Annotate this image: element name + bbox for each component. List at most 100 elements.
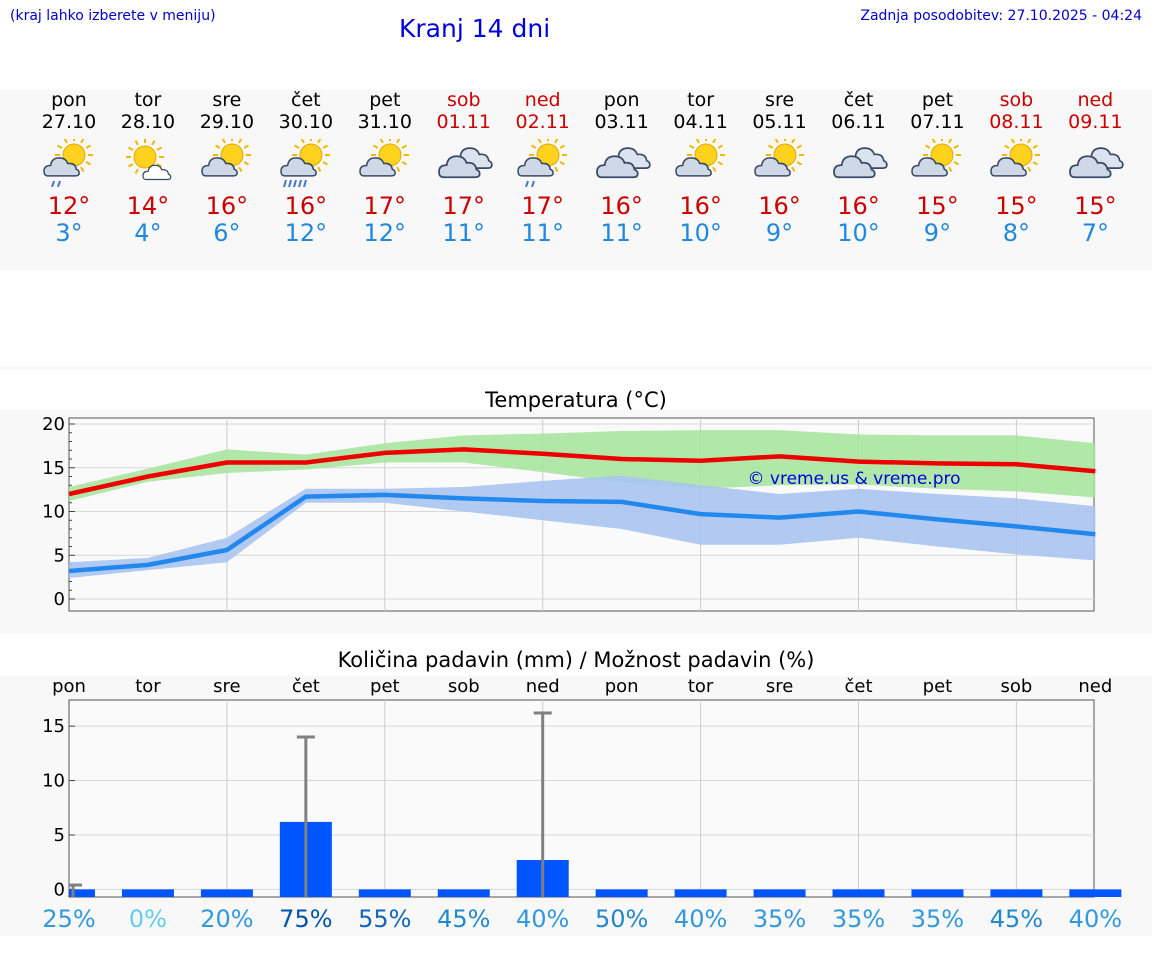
precipitation-bar xyxy=(832,889,885,897)
day-date: 29.10 xyxy=(199,111,255,133)
x-category-label: sob xyxy=(1000,676,1032,697)
day-date: 07.11 xyxy=(910,111,965,133)
precipitation-bar xyxy=(911,889,964,897)
cloudy-icon xyxy=(1069,147,1125,179)
day-forecast: tor 28.10 14° 4° xyxy=(108,89,188,247)
precipitation-bar xyxy=(121,889,174,897)
day-name: sre xyxy=(212,89,242,111)
precipitation-bar xyxy=(753,889,806,897)
day-name: čet xyxy=(843,89,874,111)
sun-cloud-icon xyxy=(359,139,409,177)
sun-cloud-icon xyxy=(201,139,251,177)
max-temperature: 17° xyxy=(442,192,486,220)
x-category-label: sre xyxy=(213,676,240,697)
x-category-label: pon xyxy=(52,676,86,697)
day-date: 30.10 xyxy=(278,111,334,133)
day-name: ned xyxy=(524,89,561,111)
location-hint: (kraj lahko izberete v meniju) xyxy=(10,8,216,24)
precipitation-bar xyxy=(437,889,490,897)
day-forecast: pon 03.11 16° 11° xyxy=(582,89,662,247)
min-temperature-line xyxy=(68,492,1096,574)
max-temperature: 16° xyxy=(600,192,643,220)
precipitation-chance: 35% xyxy=(911,905,964,933)
precipitation-chance: 20% xyxy=(200,905,253,933)
day-date: 27.10 xyxy=(41,111,97,133)
precipitation-bar xyxy=(69,889,95,897)
x-category-label: ned xyxy=(1078,676,1112,697)
x-category-label: pet xyxy=(923,676,953,697)
y-tick-label: 0 xyxy=(54,879,65,900)
sun-cloud-rain-icon xyxy=(516,139,567,187)
day-forecast: sob 08.11 15° 8° xyxy=(976,89,1056,247)
precipitation-chance: 35% xyxy=(832,905,885,933)
sun-cloud-icon xyxy=(911,139,962,177)
day-forecast: ned 02.11 17° 11° xyxy=(503,89,583,247)
y-tick-label: 0 xyxy=(54,589,65,610)
min-temperature: 11° xyxy=(600,219,643,247)
day-date: 09.11 xyxy=(1068,111,1123,133)
precipitation-chance: 45% xyxy=(990,905,1043,933)
precipitation-chance: 40% xyxy=(1069,905,1122,933)
precipitation-chart: 0 5 10 15 pon tor sre čet pet sob ned pon tor sre čet p… xyxy=(42,676,1122,933)
day-name: pet xyxy=(921,89,954,111)
day-forecast: pon 27.10 12° 3° xyxy=(29,89,109,247)
x-category-label: sob xyxy=(448,676,480,697)
precipitation-bar xyxy=(674,889,727,897)
day-forecast: ned 09.11 15° 7° xyxy=(1055,89,1135,247)
x-category-label: pet xyxy=(370,676,400,697)
y-tick-label: 5 xyxy=(54,545,65,566)
day-date: 02.11 xyxy=(515,111,570,133)
day-forecast: pet 07.11 15° 9° xyxy=(897,89,977,247)
cloudy-icon xyxy=(832,147,888,179)
day-forecast: sre 29.10 16° 6° xyxy=(187,89,267,247)
max-temperature: 15° xyxy=(995,192,1038,220)
max-temperature: 12° xyxy=(47,192,91,220)
precipitation-bar xyxy=(990,889,1043,897)
last-update: Zadnja posodobitev: 27.10.2025 - 04:24 xyxy=(860,8,1142,24)
day-date: 01.11 xyxy=(436,111,491,133)
day-name: sob xyxy=(446,89,481,111)
day-forecast: čet 30.10 16° 12° xyxy=(266,89,346,247)
min-temperature: 9° xyxy=(765,219,794,247)
cloudy-icon xyxy=(595,147,651,179)
sun-cloud-icon xyxy=(674,139,725,177)
cloudy-icon xyxy=(437,147,493,179)
x-category-label: ned xyxy=(526,676,560,697)
day-forecast: pet 31.10 17° 12° xyxy=(345,89,425,247)
plot-area xyxy=(68,699,1095,898)
x-category-label: tor xyxy=(135,676,161,697)
max-temperature: 16° xyxy=(679,192,722,220)
sun-cloud-icon xyxy=(753,139,804,177)
y-tick-label: 5 xyxy=(54,825,65,846)
y-tick-label: 10 xyxy=(42,771,65,792)
day-name: tor xyxy=(134,89,162,111)
y-tick-label: 15 xyxy=(42,716,65,737)
min-temperature: 12° xyxy=(284,219,328,247)
min-temperature: 11° xyxy=(442,219,486,247)
max-temperature: 14° xyxy=(126,192,170,220)
day-date: 06.11 xyxy=(831,111,886,133)
day-name: pet xyxy=(369,89,401,111)
temperature-chart-title: Temperatura (°C) xyxy=(485,388,667,412)
min-temperature: 9° xyxy=(923,219,952,247)
day-name: sre xyxy=(765,89,795,111)
precipitation-chance: 50% xyxy=(595,905,648,933)
x-category-label: pon xyxy=(605,676,639,697)
day-name: pon xyxy=(51,89,87,111)
precipitation-chance: 25% xyxy=(42,905,95,933)
max-temperature: 17° xyxy=(363,192,407,220)
min-temperature-range xyxy=(69,475,1096,578)
precipitation-chance: 35% xyxy=(753,905,806,933)
day-date: 28.10 xyxy=(120,111,176,133)
y-tick-label: 15 xyxy=(42,458,65,479)
min-temperature: 11° xyxy=(521,219,564,247)
day-forecast: tor 04.11 16° 10° xyxy=(661,89,741,247)
watermark: © vreme.us & vreme.pro xyxy=(747,469,960,489)
min-temperature: 4° xyxy=(134,219,162,247)
day-date: 05.11 xyxy=(752,111,807,133)
day-forecast: sob 01.11 17° 11° xyxy=(424,89,504,247)
min-temperature: 12° xyxy=(363,219,407,247)
y-tick-label: 20 xyxy=(42,414,65,435)
day-date: 08.11 xyxy=(989,111,1044,133)
sun-cloud-heavy-rain-icon xyxy=(280,139,330,187)
